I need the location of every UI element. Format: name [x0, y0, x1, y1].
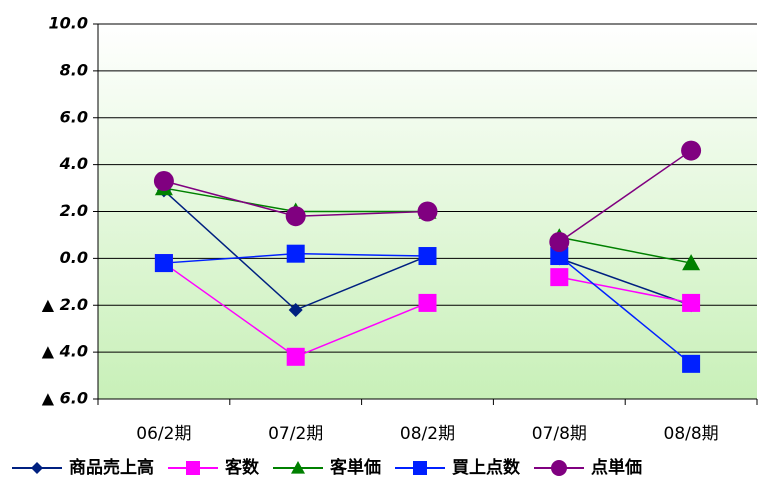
series-line: [559, 276, 692, 304]
series-line: [559, 236, 692, 264]
marker: [286, 347, 305, 366]
marker: [682, 354, 701, 373]
legend-label: 客数: [224, 457, 260, 478]
y-tick-label: ▲ 2.0: [42, 295, 88, 314]
marker: [549, 231, 570, 252]
marker: [154, 254, 173, 273]
legend-label: 客単価: [329, 457, 381, 478]
legend-marker: [551, 460, 567, 476]
y-tick-label: 0.0: [60, 248, 88, 267]
x-tick-label: 08/2期: [400, 424, 455, 444]
y-tick-label: 8.0: [60, 60, 88, 79]
marker: [682, 254, 701, 271]
series-line: [558, 149, 692, 243]
legend-marker: [413, 461, 427, 475]
legend-label: 点単価: [591, 457, 642, 478]
marker: [286, 244, 305, 263]
y-tick-label: ▲ 6.0: [42, 389, 88, 408]
marker: [682, 293, 701, 312]
y-tick-label: 6.0: [60, 107, 88, 126]
series-line: [559, 257, 692, 306]
marker: [417, 201, 438, 222]
marker: [288, 302, 303, 317]
y-tick-label: ▲ 4.0: [42, 342, 88, 361]
x-tick-label: 06/2期: [136, 424, 191, 444]
y-tick-label: 2.0: [60, 201, 88, 220]
legend-marker: [31, 462, 43, 474]
marker: [550, 268, 569, 287]
marker: [550, 247, 569, 266]
series-line: [558, 255, 692, 365]
legend-label: 商品売上高: [69, 457, 154, 478]
marker: [285, 206, 306, 227]
x-tick-label: 07/8期: [532, 424, 587, 444]
x-tick-label: 07/2期: [268, 424, 323, 444]
y-tick-label: 4.0: [59, 154, 88, 173]
marker: [418, 247, 437, 266]
marker: [681, 140, 702, 161]
legend-label: 買上点数: [452, 457, 521, 478]
x-tick-label: 08/8期: [664, 424, 719, 444]
marker: [418, 293, 437, 312]
y-tick-label: 10.0: [49, 14, 88, 33]
marker: [153, 171, 174, 192]
legend-marker: [291, 461, 305, 474]
legend-marker: [186, 461, 200, 475]
